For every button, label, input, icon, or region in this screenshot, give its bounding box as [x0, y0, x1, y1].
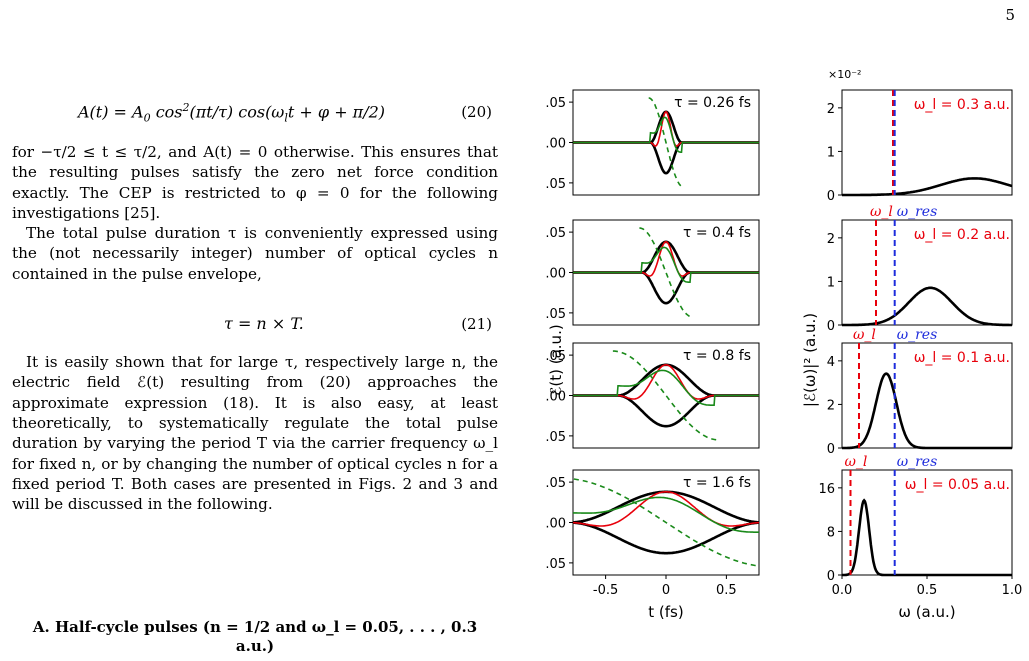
left-ytick-label: 0.05 — [545, 349, 566, 364]
omega-l-label: ω_l — [845, 454, 868, 470]
omega-res-label: ω_res — [897, 204, 938, 220]
tau-label: τ = 0.26 fs — [674, 95, 751, 111]
envelope-lower-curve — [573, 141, 759, 175]
right-panel-frame — [841, 89, 1013, 196]
right-ytick-label: 0 — [827, 189, 835, 204]
equation-21-body: τ = n × T. — [224, 314, 304, 334]
left-ytick-label: 0.00 — [545, 390, 566, 405]
omega-res-label: ω_res — [897, 327, 938, 343]
equation-20: A(t) = A0 cos2(πt/τ) cos(ωlt + φ + π/2) … — [12, 92, 498, 136]
right-xtick-label: 0.5 — [917, 583, 938, 598]
scale-label: ×10⁻² — [828, 68, 861, 81]
left-ytick-label: −0.05 — [545, 557, 566, 572]
page-number: 5 — [1005, 6, 1015, 24]
right-ytick-label: 2 — [827, 232, 835, 247]
envelope-lower-curve — [573, 271, 759, 305]
right-ytick-label: 4 — [827, 355, 835, 370]
figure-2: ℰ(t) (a.u.)|ℰ(ω)|² (a.u.)×10⁻²0.050.00−0… — [526, 60, 1029, 657]
left-ytick-label: 0.00 — [545, 137, 566, 152]
right-ylabel: |ℰ(ω)|² (a.u.) — [801, 313, 819, 407]
left-ytick-label: −0.05 — [545, 430, 566, 445]
left-xlabel: t (fs) — [648, 603, 683, 621]
right-ytick-label: 2 — [827, 398, 835, 413]
omega-l-value-label: ω_l = 0.05 a.u. — [905, 477, 1010, 493]
right-ytick-label: 1 — [827, 275, 835, 290]
equation-20-number: (20) — [461, 103, 492, 121]
field-curve-red — [573, 240, 759, 277]
section-heading: A. Half-cycle pulses (n = 1/2 and ω_l = … — [12, 618, 498, 656]
right-ytick-label: 0 — [827, 319, 835, 334]
field-curve-green-dashed — [648, 97, 684, 188]
envelope-upper-curve — [573, 363, 759, 397]
left-ytick-label: 0.05 — [545, 96, 566, 111]
figure-svg: ℰ(t) (a.u.)|ℰ(ω)|² (a.u.)×10⁻²0.050.00−0… — [526, 68, 1023, 621]
omega-l-label: ω_l — [853, 327, 876, 343]
right-ytick-label: 2 — [827, 102, 835, 117]
right-xlabel: ω (a.u.) — [898, 603, 955, 621]
envelope-upper-curve — [572, 490, 760, 524]
left-ytick-label: 0.00 — [545, 517, 566, 532]
left-ytick-label: 0.05 — [545, 226, 566, 241]
envelope-lower-curve — [573, 394, 759, 428]
envelope-upper-curve — [573, 240, 759, 274]
right-ytick-label: 16 — [818, 482, 835, 497]
left-ytick-label: 0.00 — [545, 267, 566, 282]
field-curve-green — [573, 116, 759, 153]
spectrum-curve — [842, 498, 1012, 577]
field-curve-green — [572, 496, 759, 533]
field-curve-red — [573, 363, 759, 400]
paragraph-1: for −τ/2 ≤ t ≤ τ/2, and A(t) = 0 otherwi… — [12, 143, 498, 222]
field-curve-green — [573, 369, 759, 406]
equation-21-number: (21) — [461, 315, 492, 334]
section-heading-line2: a.u.) — [235, 637, 275, 655]
omega-l-value-label: ω_l = 0.2 a.u. — [914, 227, 1010, 243]
left-ytick-label: 0.05 — [545, 476, 566, 491]
right-xtick-label: 1.0 — [1002, 583, 1023, 598]
left-ytick-label: −0.05 — [545, 307, 566, 322]
spectrum-curve — [842, 177, 1013, 197]
tau-label: τ = 0.8 fs — [683, 348, 751, 364]
spectrum-curve — [842, 372, 1012, 450]
left-xtick-label: -0.5 — [593, 583, 618, 598]
right-ytick-label: 8 — [827, 525, 835, 540]
left-xtick-label: 0 — [662, 583, 670, 598]
text-column: A(t) = A0 cos2(πt/τ) cos(ωlt + φ + π/2) … — [12, 92, 498, 514]
tau-label: τ = 1.6 fs — [683, 475, 751, 491]
right-xtick-label: 0.0 — [832, 583, 853, 598]
right-ytick-label: 0 — [827, 442, 835, 457]
equation-21: τ = n × T. (21) — [12, 314, 498, 340]
field-curve-green-dashed — [639, 227, 693, 318]
omega-res-label: ω_res — [897, 454, 938, 470]
paragraph-3: It is easily shown that for large τ, res… — [12, 353, 498, 514]
right-ytick-label: 0 — [827, 569, 835, 584]
envelope-upper-curve — [573, 110, 759, 144]
omega-l-value-label: ω_l = 0.1 a.u. — [914, 350, 1010, 366]
left-ytick-label: −0.05 — [545, 177, 566, 192]
paragraph-2: The total pulse duration τ is convenient… — [12, 224, 498, 283]
tau-label: τ = 0.4 fs — [683, 225, 751, 241]
field-curve-red — [572, 491, 760, 527]
envelope-lower-curve — [572, 521, 760, 555]
field-curve-green — [573, 246, 759, 283]
right-ytick-label: 1 — [827, 145, 835, 160]
equation-20-body: A(t) = A0 cos2(πt/τ) cos(ωlt + φ + π/2) — [78, 101, 386, 125]
field-curve-green-dashed — [573, 478, 759, 567]
field-curve-green-dashed — [612, 350, 720, 441]
spectrum-curve — [842, 286, 1012, 327]
omega-l-label: ω_l — [870, 204, 893, 220]
right-panel-frame — [841, 219, 1013, 326]
left-xtick-label: 0.5 — [716, 583, 737, 598]
left-ylabel: ℰ(t) (a.u.) — [547, 324, 565, 395]
omega-l-value-label: ω_l = 0.3 a.u. — [914, 97, 1010, 113]
section-heading-line1: A. Half-cycle pulses (n = 1/2 and ω_l = … — [32, 618, 478, 636]
